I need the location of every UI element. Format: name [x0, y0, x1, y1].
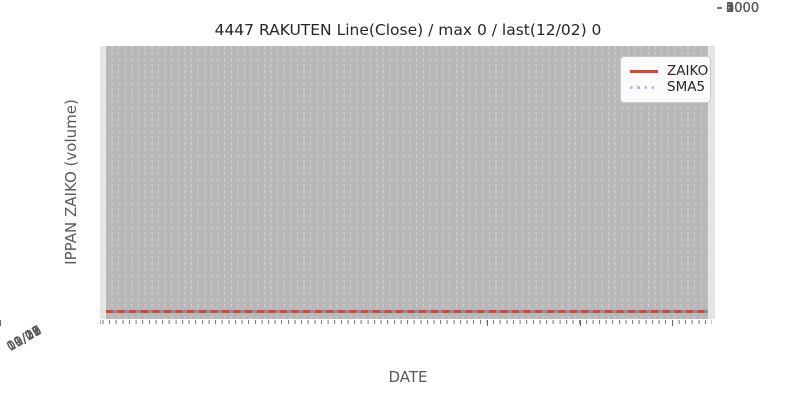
y-axis-label: IPPAN ZAIKO (volume)	[62, 99, 80, 265]
y-tick-label: 4000	[726, 0, 760, 16]
sma5-dotted-series	[106, 310, 708, 314]
x-major-tick	[487, 320, 489, 326]
x-major-tick	[580, 320, 582, 326]
zaiko-line-swatch-icon	[630, 69, 658, 73]
legend-label-sma5: SMA5	[667, 79, 706, 95]
x-major-tick	[0, 320, 2, 326]
y-tick-label: 5000	[726, 0, 760, 16]
y-tick-label: 3000	[726, 0, 760, 16]
x-axis-label: DATE	[388, 368, 428, 386]
y-tick-mark	[717, 7, 722, 9]
x-minor-ticks	[100, 320, 712, 324]
y-tick-label: 1000	[726, 0, 760, 16]
legend: ZAIKO SMA5	[620, 56, 711, 103]
x-major-tick	[672, 320, 674, 326]
sma5-dotted-swatch-icon	[630, 86, 658, 90]
legend-row-zaiko: ZAIKO	[630, 63, 708, 80]
y-tick-label: 2000	[726, 0, 760, 16]
y-tick: 0	[717, 0, 734, 16]
plot-area	[100, 46, 715, 319]
x-tick-label: 11/26	[4, 323, 45, 355]
legend-row-sma5: SMA5	[630, 79, 706, 97]
y-tick-label: 0	[726, 0, 735, 16]
chart-title: 4447 RAKUTEN Line(Close) / max 0 / last(…	[214, 21, 602, 39]
legend-label-zaiko: ZAIKO	[667, 62, 709, 79]
grid-field	[106, 46, 708, 319]
